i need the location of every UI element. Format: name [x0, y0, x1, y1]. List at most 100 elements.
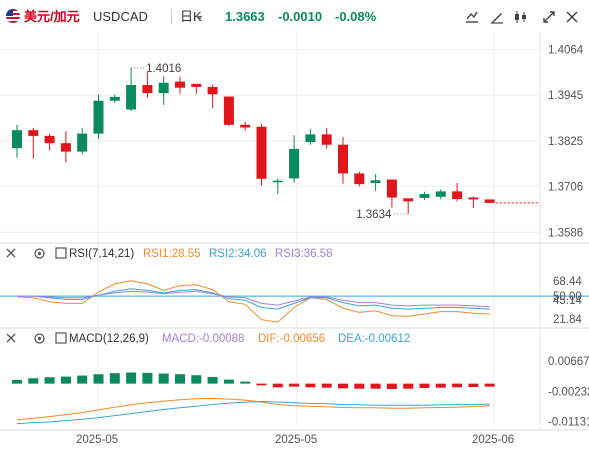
candle-body[interactable] [12, 130, 22, 149]
candle-body[interactable] [158, 82, 169, 94]
macd-histogram-bar [435, 383, 446, 388]
candle-body[interactable] [240, 124, 251, 128]
candle-body[interactable] [175, 81, 185, 88]
macd-histogram-bar [403, 383, 414, 389]
macd-line-dea [16, 400, 490, 425]
candle-type-icon[interactable] [513, 9, 529, 25]
macd-histogram-bar [207, 376, 218, 384]
macd-histogram-bar [240, 381, 251, 384]
candle-body[interactable] [93, 100, 104, 134]
candle-body[interactable] [321, 134, 332, 145]
rsi1-value: RSI1:28.55 [143, 248, 201, 260]
macd-histogram-bar [354, 383, 365, 389]
macd-histogram-bar [142, 372, 153, 384]
indicator-icon[interactable] [464, 9, 480, 25]
symbol-name[interactable]: 美元/加元 [24, 9, 80, 24]
macd-histogram-bar [386, 383, 397, 390]
collapse-icon[interactable] [5, 247, 17, 263]
rsi-y-tick-label: 50.00 [553, 291, 582, 303]
candle-body[interactable] [207, 86, 218, 95]
y-tick-label: 1.3825 [548, 136, 583, 148]
chevron-down-icon[interactable]: ▼ [195, 13, 204, 23]
macd-histogram-bar [305, 383, 316, 388]
candle-body[interactable] [435, 191, 446, 197]
checkbox-icon[interactable] [55, 247, 67, 263]
macd-histogram-bar [484, 383, 495, 387]
y-tick-label: 1.3586 [548, 227, 583, 239]
x-tick-label: 2025-05 [76, 434, 118, 446]
macd-legend: MACD(12,26,9) MACD:-0.00088 DIF:-0.00656… [0, 332, 540, 348]
x-tick-label: 2025-05 [275, 434, 317, 446]
candle-body[interactable] [484, 199, 495, 203]
checkbox-icon[interactable] [55, 332, 67, 348]
rsi-y-tick-label: 21.84 [553, 314, 582, 326]
macd-histogram-bar [28, 378, 39, 384]
macd-histogram-bar [191, 375, 202, 384]
candle-body[interactable] [338, 144, 348, 174]
settings-icon[interactable] [33, 247, 46, 264]
dea-value: DEA:-0.00612 [338, 333, 411, 345]
rsi-line-rsi3 [17, 290, 490, 308]
rsi3-value: RSI3:36.58 [275, 248, 333, 260]
header-divider [171, 9, 172, 24]
fullscreen-icon[interactable] [541, 9, 557, 25]
rsi-title: RSI(7,14,21) [69, 248, 135, 260]
candle-body[interactable] [289, 148, 300, 179]
macd-histogram-bar [126, 372, 137, 384]
macd-histogram-bar [60, 376, 71, 384]
macd-title: MACD(12,26,9) [69, 333, 149, 345]
macd-y-tick-label: 0.00667 [548, 356, 589, 368]
dif-value: DIF:-0.00656 [258, 333, 326, 345]
symbol-code[interactable]: USDCAD [93, 9, 148, 24]
candle-body[interactable] [452, 191, 463, 200]
x-tick-label: 2025-06 [472, 434, 514, 446]
macd-histogram-bar [175, 374, 185, 384]
candle-body[interactable] [386, 179, 397, 198]
rsi-legend: RSI(7,14,21) RSI1:28.55 RSI2:34.06 RSI3:… [0, 247, 540, 263]
macd-histogram-bar [44, 377, 55, 384]
candle-body[interactable] [272, 180, 283, 183]
settings-icon[interactable] [33, 332, 46, 349]
price-change: -0.0010 [278, 9, 323, 24]
draw-icon[interactable] [489, 9, 505, 25]
candle-body[interactable] [403, 198, 414, 202]
collapse-icon[interactable] [5, 332, 17, 348]
candle-body[interactable] [109, 96, 120, 101]
candle-body[interactable] [370, 180, 381, 183]
candle-body[interactable] [354, 173, 365, 185]
rsi-line-rsi1 [16, 280, 490, 323]
candle-body[interactable] [223, 96, 234, 125]
close-icon[interactable] [564, 9, 580, 25]
candle-body[interactable] [305, 134, 316, 143]
candle-body[interactable] [191, 83, 202, 87]
candle-body[interactable] [256, 126, 267, 179]
period-selector[interactable]: 日K [180, 9, 202, 24]
macd-histogram-bar [419, 383, 430, 389]
candle-body[interactable] [77, 133, 88, 152]
macd-histogram-bar [93, 374, 104, 384]
macd-y-tick-label: -0.00232 [548, 386, 589, 398]
macd-histogram-bar [12, 379, 22, 384]
y-tick-label: 1.3945 [548, 90, 583, 102]
macd-histogram-bar [338, 383, 348, 389]
macd-histogram-bar [158, 373, 169, 384]
macd-histogram-bar [77, 375, 88, 384]
macd-value: MACD:-0.00088 [162, 333, 245, 345]
chart-header: 美元/加元 USDCAD 日K ▼ 1.3663 -0.0010 -0.08% [0, 0, 589, 32]
macd-histogram-bar [256, 383, 267, 386]
rsi2-value: RSI2:34.06 [209, 248, 267, 260]
candle-body[interactable] [142, 85, 153, 94]
rsi-y-tick-label: 68.44 [553, 276, 582, 288]
candle-body[interactable] [468, 197, 479, 200]
macd-histogram-bar [289, 383, 300, 387]
candle-body[interactable] [28, 130, 39, 136]
candle-body[interactable] [60, 143, 71, 152]
macd-histogram-bar [272, 383, 283, 388]
candle-body[interactable] [126, 85, 137, 110]
candle-body[interactable] [419, 194, 430, 198]
macd-histogram-bar [223, 379, 234, 384]
candle-body[interactable] [44, 135, 55, 144]
low-annotation: 1.3634 [356, 209, 392, 221]
y-tick-label: 1.3706 [548, 181, 583, 193]
